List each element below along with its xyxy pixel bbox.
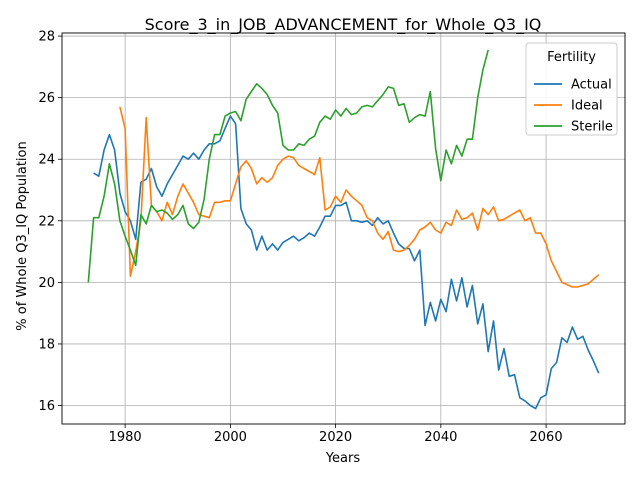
series-line-actual [93,115,600,410]
legend: Fertility Actual Ideal Sterile [525,42,618,136]
legend-box [525,42,618,136]
series-line-ideal [119,106,600,288]
chart-title: Score_3_in_JOB_ADVANCEMENT_for_Whole_Q3_… [145,15,542,35]
y-axis-label: % of Whole Q3_IQ Population [15,141,30,330]
y-tick-label: 20 [38,276,55,291]
y-tick-label: 22 [38,214,55,229]
y-tick-label: 28 [38,30,55,45]
y-tick-label: 24 [38,153,55,168]
x-axis-label: Years [325,451,361,466]
x-tick-label: 1980 [109,430,142,445]
legend-entry: Actual [571,78,612,93]
legend-entry: Ideal [571,99,603,114]
x-tick-label: 2020 [319,430,352,445]
y-tick-label: 16 [38,399,55,414]
legend-entry: Sterile [571,120,613,135]
y-tick-label: 26 [38,91,55,106]
series-lines [87,49,600,410]
plot-frame [61,32,626,425]
x-tick-label: 2000 [214,430,247,445]
series-line-sterile [87,49,489,283]
legend-title: Fertility [547,50,596,65]
x-tick-label: 2060 [530,430,563,445]
axis-ticks: 1980 2000 2020 2040 2060 16 18 20 22 24 26 28 [38,30,562,445]
y-tick-label: 18 [38,337,55,352]
x-tick-label: 2040 [424,430,457,445]
